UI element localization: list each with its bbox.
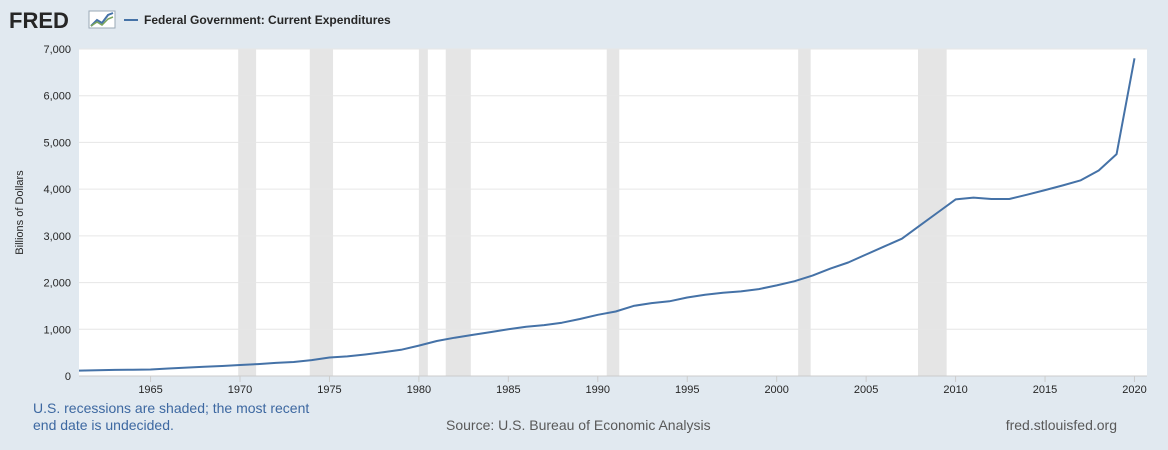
recession-bands [238,49,947,376]
y-tick-label: 5,000 [43,137,71,149]
x-tick-label: 1975 [317,384,341,396]
legend-label: Federal Government: Current Expenditures [144,13,391,27]
x-tick-label: 2000 [764,384,788,396]
y-tick-label: 7,000 [43,44,71,56]
x-tick-label: 1965 [138,384,162,396]
recession-band-3 [418,49,428,376]
x-tick-label: 1995 [675,384,699,396]
grid-lines [79,48,1147,377]
chart-line-icon [88,10,116,29]
y-tick-label: 2,000 [43,278,71,290]
series-line-1 [78,58,1136,372]
y-axis-ticks: 0 1,000 2,000 3,000 4,000 5,000 6,000 7,000 [43,44,71,383]
fred-logo[interactable]: FRED [9,8,116,33]
x-tick-label: 2020 [1122,384,1146,396]
y-tick-label: 3,000 [43,231,71,243]
y-axis-title: Billions of Dollars [14,170,26,255]
recession-band-7 [918,49,947,376]
fred-logo-text: FRED [9,8,69,33]
recession-band-2 [309,49,334,376]
source-credit: Source: U.S. Bureau of Economic Analysis [446,417,711,433]
y-tick-label: 1,000 [43,324,71,336]
legend: Federal Government: Current Expenditures [124,13,391,27]
x-tick-label: 2005 [854,384,878,396]
y-tick-label: 6,000 [43,91,71,103]
x-tick-label: 1980 [407,384,431,396]
recession-band-5 [606,49,620,376]
x-tick-label: 1970 [228,384,252,396]
x-tick-label: 2010 [943,384,967,396]
x-tick-label: 1990 [586,384,610,396]
recession-note: U.S. recessions are shaded; the most rec… [33,400,310,433]
x-tick-label: 2015 [1033,384,1057,396]
site-link[interactable]: fred.stlouisfed.org [1005,417,1117,433]
recession-band-6 [798,49,811,376]
recession-band-1 [238,49,257,376]
series-layer [78,58,1136,372]
x-tick-label: 1985 [496,384,520,396]
y-tick-label: 0 [65,371,71,383]
recession-band-4 [445,49,471,376]
x-axis-ticks: 1965 1970 1975 1980 1985 1990 1995 2000 2005 2010… [138,376,1147,396]
y-tick-label: 4,000 [43,184,71,196]
